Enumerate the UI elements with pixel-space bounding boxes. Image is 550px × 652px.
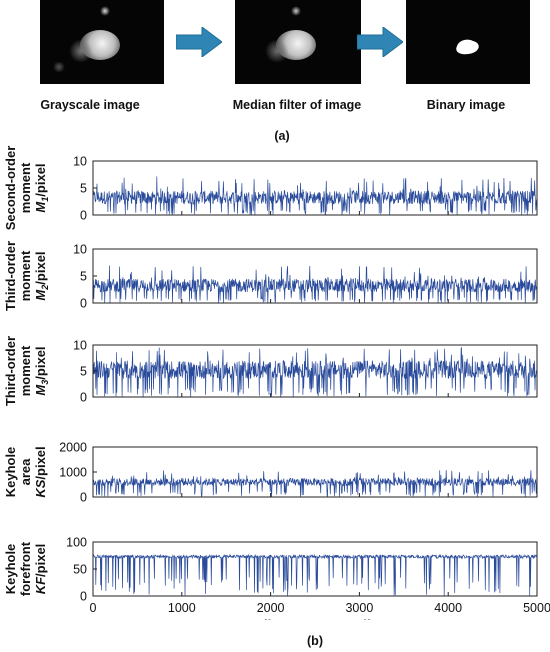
x-axis-label: Sampling sequence n/frame <box>229 617 402 620</box>
y-tick-label: 5 <box>80 182 87 196</box>
chart-panel-5: 0 50 100 Keyhole forefront KF/pixel 0 1000 2000 3… <box>3 536 550 621</box>
x-tick-label: 3000 <box>345 601 373 615</box>
y-axis-label-line: M1/pixel <box>33 163 50 212</box>
y-tick-label: 5 <box>80 270 87 284</box>
y-tick-label: 5 <box>80 365 87 379</box>
data-series-line <box>92 553 538 596</box>
y-axis-label-line: forefront <box>18 541 33 596</box>
x-tick-label: 0 <box>90 601 97 615</box>
y-axis-label-line: Third-order <box>3 241 18 311</box>
y-tick-label: 2000 <box>59 441 87 455</box>
y-tick-label: 10 <box>73 243 87 257</box>
y-tick-label: 0 <box>80 209 87 223</box>
y-tick-label: 0 <box>80 590 87 604</box>
y-axis-label-line: Keyhole <box>3 447 18 498</box>
binary-image <box>406 0 530 84</box>
panel-label-b: (b) <box>307 634 323 648</box>
y-tick-label: 0 <box>80 297 87 311</box>
y-axis-label-line: moment <box>18 250 33 301</box>
caption-grayscale: Grayscale image <box>40 98 140 112</box>
y-axis-label-line: Third-order <box>3 336 18 406</box>
y-tick-label: 100 <box>66 536 87 550</box>
chart-panel-3: 0 5 10 Third-order moment M3/pixel <box>3 336 538 406</box>
y-tick-label: 0 <box>80 391 87 405</box>
y-axis-label-line: KS/pixel <box>33 446 48 497</box>
y-tick-label: 0 <box>80 491 87 505</box>
x-tick-label: 2000 <box>257 601 285 615</box>
data-series-line <box>92 470 538 497</box>
arrow-right-icon <box>356 26 404 62</box>
axes-frame <box>92 446 538 498</box>
x-tick-label: 1000 <box>168 601 196 615</box>
data-series-line <box>92 265 538 304</box>
y-tick-label: 1000 <box>59 466 87 480</box>
data-series-line <box>92 176 538 216</box>
median-filter-image <box>235 0 361 84</box>
chart-panel-2: 0 5 10 Third-order moment M2/pixel <box>3 241 538 311</box>
grayscale-image <box>40 0 164 84</box>
y-axis-label-line: M3/pixel <box>33 346 50 395</box>
y-axis-label-line: Second-order <box>3 146 18 231</box>
y-axis-label-line: KF/pixel <box>33 544 48 595</box>
caption-median-filter: Median filter of image <box>232 98 362 112</box>
y-axis-label-line: Keyhole <box>3 544 18 595</box>
caption-binary: Binary image <box>426 98 506 112</box>
panel-label-a: (a) <box>274 129 290 143</box>
x-tick-label: 5000 <box>523 601 550 615</box>
axes-frame <box>92 160 538 216</box>
y-axis-label-line: moment <box>18 345 33 396</box>
data-series-line <box>92 346 538 398</box>
arrow-right-icon <box>175 26 223 62</box>
x-tick-label: 4000 <box>434 601 462 615</box>
y-tick-label: 50 <box>73 563 87 577</box>
chart-panel-1: 0 5 10 Second-order moment M1/pixel <box>3 146 538 231</box>
y-tick-label: 10 <box>73 155 87 169</box>
y-tick-label: 10 <box>73 339 87 353</box>
y-axis-label-line: moment <box>18 162 33 213</box>
axes-frame <box>92 541 538 597</box>
y-axis-label-line: M2/pixel <box>33 251 50 300</box>
y-axis-label-line: area <box>18 458 33 486</box>
